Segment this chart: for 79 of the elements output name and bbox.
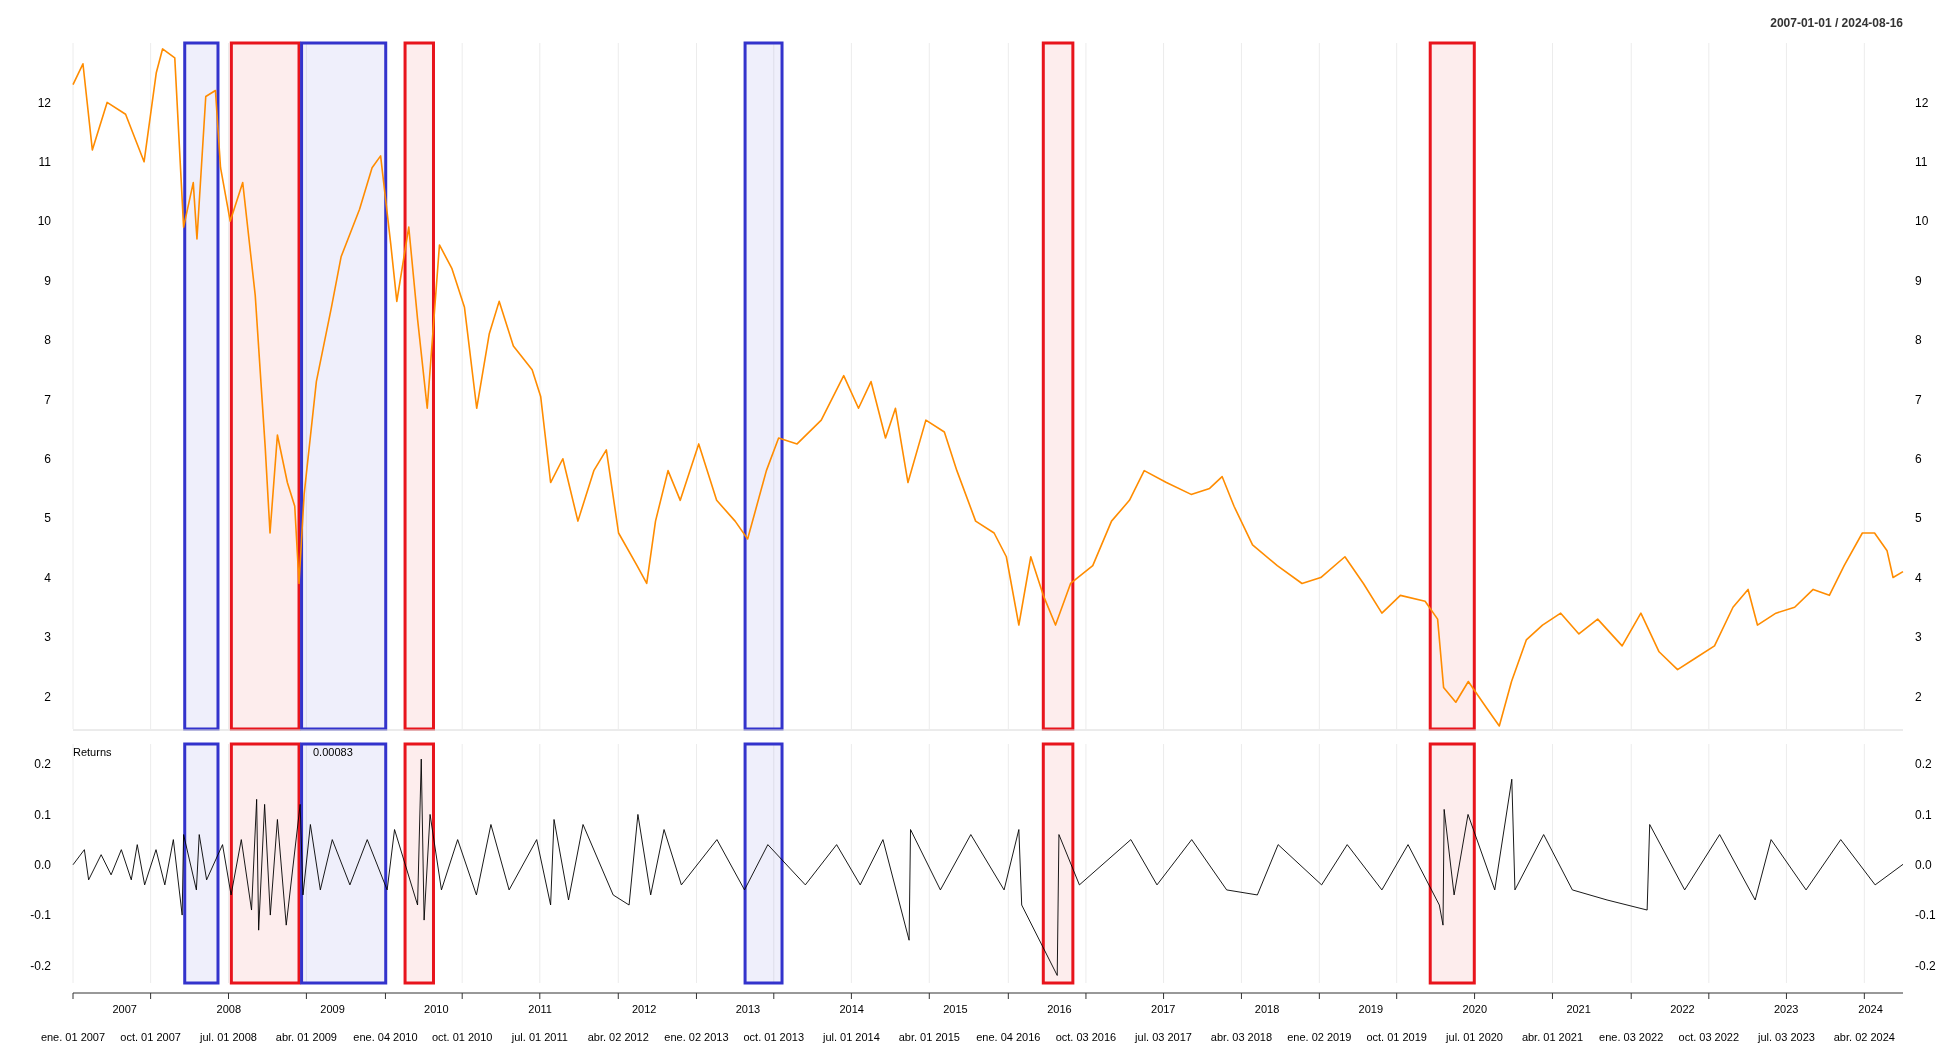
x-tick-label: abr. 01 2009	[275, 1031, 337, 1043]
y-tick-label: 0.0	[34, 857, 52, 872]
y-tick-label: 11	[38, 154, 52, 169]
y2-tick-label: -0.1	[1915, 908, 1936, 923]
x-tick-label: ene. 02 2013	[664, 1031, 729, 1043]
y2-tick-label: 4	[1915, 570, 1922, 585]
annotation: 0.00083	[313, 746, 353, 758]
line-series	[72, 758, 1904, 976]
x2-tick-label: 2024	[1858, 1003, 1883, 1015]
x2-tick-label: 2008	[216, 1003, 242, 1015]
x-tick-label: oct. 01 2007	[120, 1031, 181, 1043]
x-tick-label: oct. 01 2010	[431, 1031, 493, 1043]
y2-tick-label: 0.2	[1915, 757, 1933, 772]
y2-tick-label: 10	[1915, 214, 1929, 229]
y2-tick-label: 8	[1915, 333, 1922, 348]
x-tick-label: ene. 01 2007	[40, 1031, 106, 1043]
x-tick-label: jul. 03 2023	[1756, 1031, 1815, 1043]
x2-tick-label: 2007	[112, 1003, 137, 1015]
x-tick-label: jul. 01 2020	[1445, 1031, 1504, 1043]
y-tick-label: 7	[44, 392, 52, 407]
x-tick-label: oct. 01 2019	[1366, 1031, 1427, 1043]
y2-tick-label: 6	[1915, 451, 1922, 466]
x2-tick-label: 2019	[1358, 1003, 1384, 1015]
y-tick-label: 9	[44, 273, 52, 288]
x-tick-label: ene. 04 2016	[976, 1031, 1041, 1043]
x-tick-label: oct. 03 2022	[1678, 1031, 1740, 1043]
x-tick-label: ene. 02 2019	[1287, 1031, 1352, 1043]
x2-tick-label: 2013	[735, 1003, 761, 1015]
x-tick-label: oct. 03 2016	[1055, 1031, 1117, 1043]
y-tick-label: 6	[44, 451, 52, 466]
y-tick-label: 4	[44, 570, 52, 585]
x-tick-label: jul. 03 2017	[1134, 1031, 1192, 1043]
x-tick-label: jul. 01 2011	[510, 1031, 568, 1043]
x2-tick-label: 2015	[943, 1003, 968, 1015]
y-tick-label: -0.1	[30, 908, 52, 923]
line-series	[72, 48, 1904, 727]
x2-tick-label: 2017	[1151, 1003, 1176, 1015]
x2-tick-label: 2020	[1462, 1003, 1488, 1015]
y-tick-label: 3	[44, 630, 52, 645]
y-tick-label: 2	[44, 689, 52, 704]
x-tick-label: abr. 02 2024	[1833, 1031, 1895, 1043]
x2-tick-label: 2022	[1670, 1003, 1695, 1015]
y-tick-label: 8	[44, 333, 52, 348]
x2-tick-label: 2018	[1254, 1003, 1280, 1015]
y-tick-label: 12	[37, 95, 52, 110]
y-tick-label: 5	[44, 511, 52, 526]
x-tick-label: ene. 04 2010	[353, 1031, 418, 1043]
y2-tick-label: 9	[1915, 273, 1922, 288]
y2-tick-label: -0.2	[1915, 958, 1936, 973]
chart-title: Returns	[73, 746, 113, 758]
x-tick-label: abr. 03 2018	[1210, 1031, 1273, 1043]
y2-tick-label: 0.1	[1915, 807, 1933, 822]
x2-tick-label: 2012	[631, 1003, 657, 1015]
x-tick-label: oct. 01 2013	[743, 1031, 805, 1043]
x2-tick-label: 2023	[1773, 1003, 1799, 1015]
y2-tick-label: 12	[1915, 95, 1929, 110]
x-tick-label: jul. 01 2008	[199, 1031, 257, 1043]
y-tick-label: -0.2	[30, 958, 52, 973]
y2-tick-label: 2	[1915, 689, 1922, 704]
x-tick-label: abr. 02 2012	[587, 1031, 649, 1043]
x-tick-label: abr. 01 2015	[898, 1031, 960, 1043]
x2-tick-label: 2021	[1566, 1003, 1591, 1015]
x-tick-label: abr. 01 2021	[1521, 1031, 1584, 1043]
y2-tick-label: 5	[1915, 511, 1922, 526]
x2-tick-label: 2009	[320, 1003, 345, 1015]
x-tick-label: ene. 03 2022	[1599, 1031, 1664, 1043]
y2-tick-label: 3	[1915, 630, 1922, 645]
y-tick-label: 10	[37, 214, 52, 229]
x2-tick-label: 2014	[839, 1003, 864, 1015]
y2-tick-label: 0.0	[1915, 857, 1933, 872]
y-tick-label: 0.2	[34, 757, 52, 772]
chart-subtitle: 2007-01-01 / 2024-08-16	[1770, 16, 1904, 30]
y-tick-label: 0.1	[34, 807, 52, 822]
x-tick-label: jul. 01 2014	[821, 1031, 880, 1043]
x2-tick-label: 2010	[424, 1003, 449, 1015]
x2-tick-label: 2016	[1047, 1003, 1072, 1015]
y2-tick-label: 7	[1915, 392, 1922, 407]
y2-tick-label: 11	[1915, 154, 1928, 169]
x2-tick-label: 2011	[528, 1003, 552, 1015]
